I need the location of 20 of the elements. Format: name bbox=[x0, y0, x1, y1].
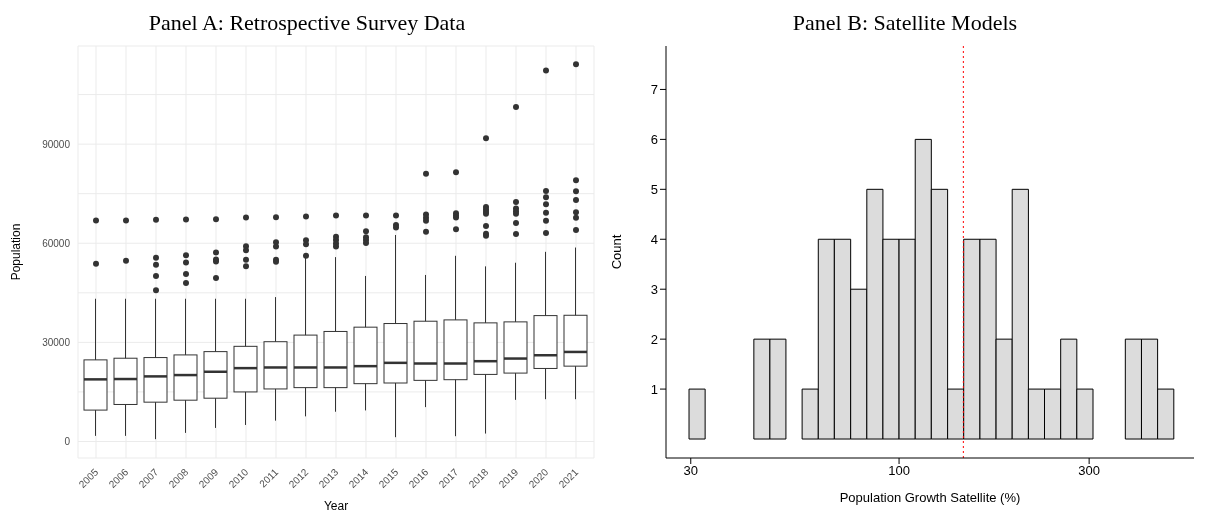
x-tick-label: 300 bbox=[1078, 463, 1100, 479]
x-axis-title: Year bbox=[323, 499, 349, 513]
x-tick-label: 100 bbox=[888, 463, 910, 479]
y-tick-label: 6 bbox=[650, 132, 658, 147]
chart-title: Panel B: Satellite Models bbox=[791, 9, 1019, 37]
y-tick-label: 60000 bbox=[42, 237, 71, 249]
x-axis-title: Population Growth Satellite (%) bbox=[839, 490, 1021, 505]
y-tick-label: 2 bbox=[650, 331, 658, 347]
y-tick-label: 4 bbox=[650, 231, 658, 247]
y-tick-label: 30000 bbox=[42, 336, 71, 348]
y-tick-label: 0 bbox=[64, 436, 71, 448]
chart-title: Panel A: Retrospective Survey Data bbox=[147, 9, 467, 37]
y-axis-title: Population bbox=[9, 223, 24, 281]
y-tick-label: 7 bbox=[650, 82, 658, 98]
y-axis-title: Count bbox=[608, 234, 624, 270]
y-tick-label: 5 bbox=[650, 181, 658, 197]
y-tick-label: 90000 bbox=[42, 138, 71, 150]
x-tick-label: 30 bbox=[683, 463, 698, 479]
y-tick-label: 3 bbox=[650, 281, 658, 297]
y-tick-label: 1 bbox=[650, 381, 658, 397]
